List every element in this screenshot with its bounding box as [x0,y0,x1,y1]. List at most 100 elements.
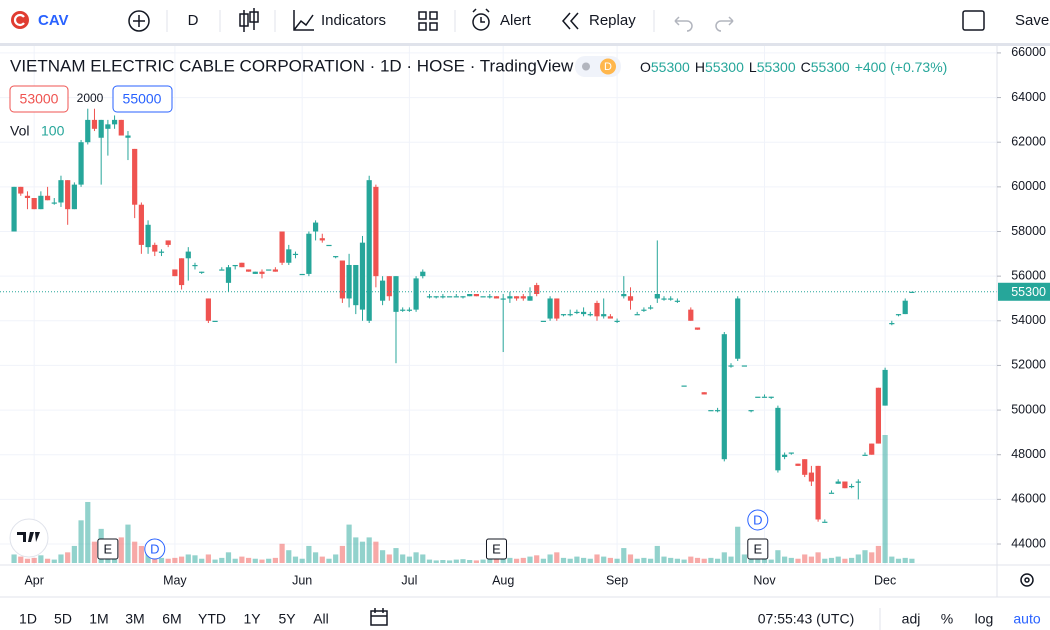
replay-button[interactable]: Replay [589,12,636,29]
candle-body [835,481,841,484]
undo[interactable] [674,16,693,32]
candle-body [849,485,855,488]
symbol-logo [11,11,29,29]
volume-bar [85,501,91,563]
event-marker[interactable] [97,538,119,560]
candle-body [379,280,386,301]
candle-body [808,472,815,482]
add-symbol[interactable] [128,10,150,32]
sell-box[interactable] [9,85,69,113]
candle-body [266,269,272,271]
candle-body [252,271,258,274]
candle-body [393,276,399,312]
candle-body [547,298,553,319]
volume-bar [71,545,77,563]
fullscreen-button[interactable] [962,10,985,31]
event-marker[interactable] [747,538,769,560]
candle-body [567,314,573,316]
range-bar: 1D 5D 1M 3M 6M YTD 1Y 5Y All [19,611,329,627]
volume-bar [413,552,419,563]
range-button[interactable]: 1Y [243,611,261,627]
ohlc-label: O [640,59,651,75]
candle-body [38,195,44,210]
volume-bar [560,557,567,563]
symbol[interactable]: CAV [38,12,69,29]
range-button[interactable]: 5Y [278,611,296,627]
volume-bar [346,524,352,563]
event-marker[interactable] [747,509,769,531]
ohlc-legend: O55300 H55300 L55300 C55300 +400 (+0.73%) [640,59,947,75]
chart-type-icon[interactable] [239,8,259,32]
range-button[interactable]: All [313,611,329,627]
candle-body [306,233,312,274]
ohlc-label: L [749,59,757,75]
candle-body [761,396,768,398]
layout-icon[interactable] [418,11,438,31]
candle-body [634,314,640,316]
volume-bar [681,559,687,563]
candle-body [755,396,761,398]
candle-body [627,296,634,301]
volume-bar [440,560,446,563]
redo[interactable] [715,16,734,32]
volume-bar [467,560,473,563]
auto-toggle[interactable]: auto [1013,611,1040,627]
volume-bar [614,558,620,563]
range-button[interactable]: 6M [162,611,181,627]
candle-body [513,296,520,299]
last-price-label: 55300 [1011,285,1046,299]
volume-bar [125,524,131,563]
x-tick-label: Jun [292,573,312,587]
volume-bar [902,557,908,563]
tv-logo-mark [17,532,40,542]
range-button[interactable]: 1D [19,611,37,627]
alert-button[interactable]: Alert [500,12,532,29]
save-button[interactable]: Save [1015,12,1049,29]
buy-box[interactable] [112,85,173,113]
adj-toggle[interactable]: adj [902,611,921,627]
candle-body [708,410,714,412]
date-range-icon[interactable] [370,608,388,626]
chart-title: VIETNAM ELECTRIC CABLE CORPORATION · 1D … [10,56,574,75]
volume-bar [815,552,821,563]
volume-bar [333,554,339,563]
volume-bar [668,557,674,563]
event-label: E [753,541,762,556]
candle-body [446,296,453,298]
candle-body [339,260,345,299]
volume-bar [393,548,399,563]
volume-bar [225,552,232,563]
candle-body [782,454,788,457]
event-marker[interactable] [144,538,166,560]
indicators-button[interactable]: Indicators [321,12,386,29]
range-button[interactable]: 3M [125,611,144,627]
event-label: D [150,541,159,556]
volume-bar [192,555,198,563]
volume-bar [842,558,848,563]
percent-toggle[interactable]: % [941,611,953,627]
volume-bar [24,558,31,563]
candle-body [11,186,17,232]
volume-bar [266,558,272,563]
candle-body [326,244,332,247]
range-button[interactable]: 1M [89,611,108,627]
volume-bar [406,556,412,563]
candle-body [788,452,794,454]
volume-bar [373,541,379,563]
volume-bar [708,557,714,563]
log-toggle[interactable]: log [975,611,994,627]
candle-body [467,294,473,297]
candle-body [828,492,835,494]
replay-icon [562,12,579,30]
candle-body [31,198,37,210]
volume-bar [741,554,747,563]
range-button[interactable]: 5D [54,611,72,627]
toolbar-border [0,43,1050,46]
y-tick-label: 56000 [1011,268,1046,282]
candle-body [205,298,211,321]
interval[interactable]: D [188,12,199,29]
range-button[interactable]: YTD [198,611,226,627]
event-marker[interactable] [485,538,507,560]
settings-icon[interactable] [1020,573,1034,587]
volume-bar [808,556,815,563]
